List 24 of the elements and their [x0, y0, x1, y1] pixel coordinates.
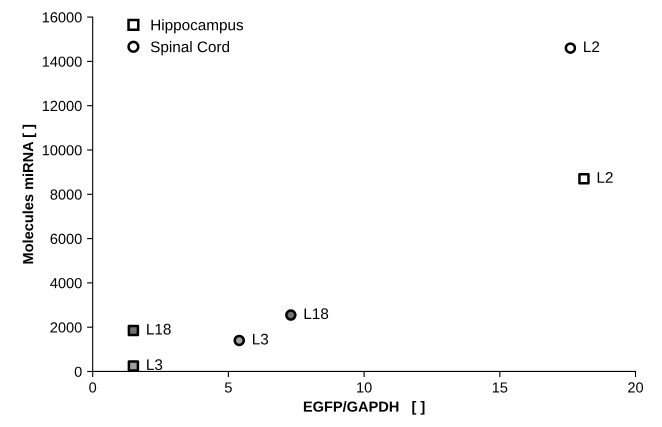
annotation: L18 [147, 324, 171, 335]
annotation: L3 [147, 359, 162, 370]
x-tick-label: 0 [89, 382, 96, 393]
legend-label: Hippocampus [151, 19, 244, 34]
y-tick-label: 14000 [42, 56, 82, 67]
x-axis-title: EGFP/GAPDH [ ] [304, 401, 424, 415]
y-tick-label: 10000 [42, 145, 82, 156]
y-tick-label: 4000 [50, 278, 82, 288]
y-tick-label: 2000 [50, 322, 82, 333]
annotation: L18 [304, 308, 328, 320]
annotation: L2 [584, 41, 600, 52]
x-tick-label: 5 [224, 382, 232, 393]
annotation: L3 [253, 334, 268, 345]
y-tick-label: 12000 [42, 100, 82, 112]
x-tick-label: 15 [492, 382, 508, 393]
y-axis-title: Molecules miRNA [ ] [22, 124, 36, 264]
annotation: L2 [598, 172, 613, 183]
x-tick-label: 20 [628, 382, 644, 393]
y-tick-label: 8000 [50, 189, 82, 200]
legend-label: Spinal Cord [150, 41, 230, 56]
x-tick-label: 10 [357, 382, 372, 393]
y-tick-label: 6000 [50, 234, 82, 244]
y-tick-label: 16000 [42, 12, 82, 23]
y-tick-label: 0 [74, 366, 82, 377]
